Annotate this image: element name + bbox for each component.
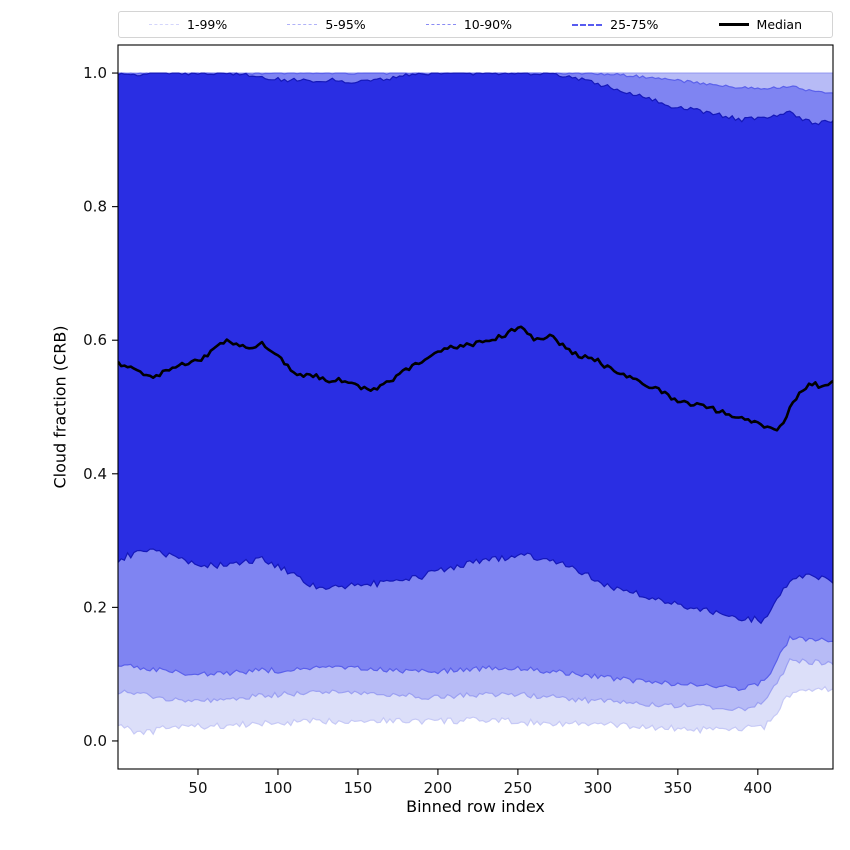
legend-item-1-99: 1-99% (149, 17, 227, 32)
legend-item-median: Median (718, 17, 802, 32)
x-tick-label: 200 (424, 779, 453, 797)
x-tick-label: 150 (344, 779, 373, 797)
chart-legend: 1-99% 5-95% 10-90% 25-75% Median (118, 11, 833, 38)
legend-label-median: Median (756, 17, 802, 32)
legend-label-25-75: 25-75% (610, 17, 659, 32)
legend-label-10-90: 10-90% (463, 17, 513, 32)
y-tick-label: 0.6 (83, 331, 107, 349)
band-5-95-line-icon (287, 24, 318, 25)
median-line-icon (718, 23, 749, 26)
x-axis-label: Binned row index (406, 797, 545, 816)
legend-item-5-95: 5-95% (287, 17, 366, 32)
axes-frame (117, 44, 834, 770)
legend-item-25-75: 25-75% (572, 17, 658, 32)
y-tick-label: 0.2 (83, 598, 107, 616)
band-10-90-line-icon (425, 24, 456, 25)
bands-group (118, 72, 833, 736)
y-tick-label: 0.0 (83, 732, 107, 750)
y-tick-label: 1.0 (83, 64, 107, 82)
legend-label-1-99: 1-99% (187, 17, 228, 32)
x-tick-label: 350 (664, 779, 693, 797)
band-25-75-line-icon (572, 23, 603, 26)
percentile-band-25-75% (118, 72, 833, 625)
legend-item-10-90: 10-90% (425, 17, 513, 32)
y-axis-label: Cloud fraction (CRB) (50, 325, 70, 489)
x-tick-label: 50 (188, 779, 207, 797)
y-tick-label: 0.4 (83, 465, 107, 483)
x-tick-label: 300 (584, 779, 613, 797)
x-tick-label: 250 (504, 779, 533, 797)
x-tick-label: 400 (744, 779, 773, 797)
legend-label-5-95: 5-95% (325, 17, 366, 32)
y-tick-label: 0.8 (83, 198, 107, 216)
median-line (118, 325, 833, 432)
band-1-99-line-icon (149, 24, 179, 25)
x-tick-label: 100 (264, 779, 293, 797)
